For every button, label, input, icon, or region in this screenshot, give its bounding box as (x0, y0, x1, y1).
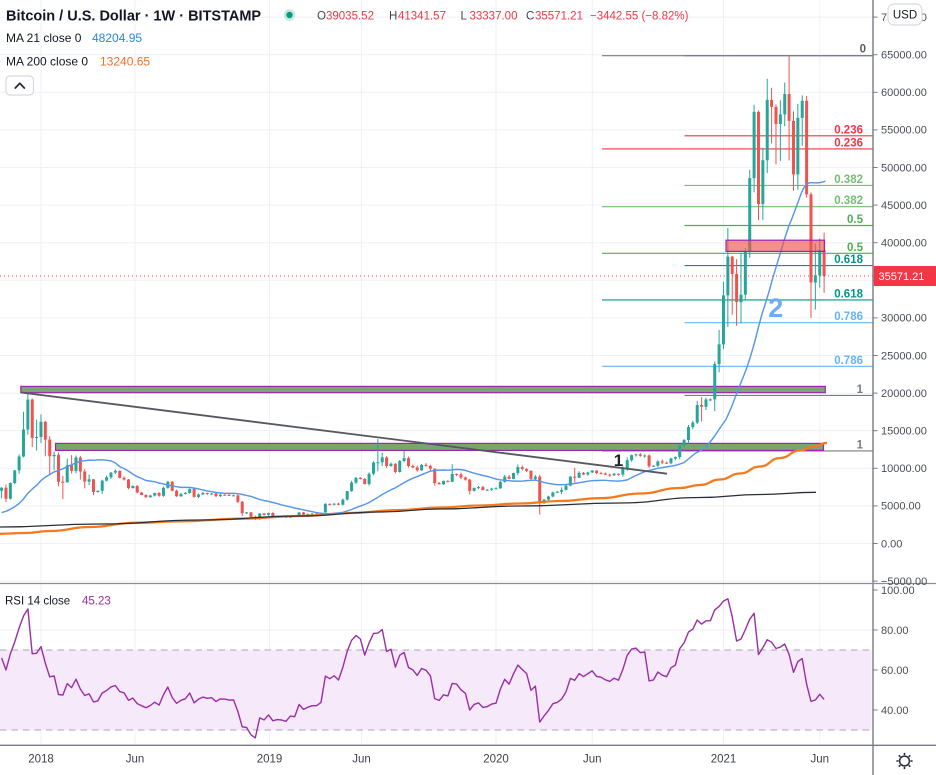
svg-text:60000.00: 60000.00 (881, 87, 927, 99)
svg-text:0.618: 0.618 (834, 288, 863, 300)
svg-text:2: 2 (768, 293, 783, 323)
svg-text:Jun: Jun (811, 754, 830, 766)
svg-text:Bitcoin / U.S. Dollar · 1W · B: Bitcoin / U.S. Dollar · 1W · BITSTAMP (6, 9, 261, 25)
svg-text:35571.21: 35571.21 (879, 271, 925, 283)
svg-text:USD: USD (893, 10, 917, 22)
svg-text:80.00: 80.00 (881, 625, 909, 637)
svg-text:2019: 2019 (257, 754, 283, 766)
svg-text:0.382: 0.382 (834, 195, 863, 207)
svg-text:Jun: Jun (126, 754, 145, 766)
svg-text:35571.21: 35571.21 (535, 11, 583, 23)
svg-text:60.00: 60.00 (881, 665, 909, 677)
svg-text:Jun: Jun (583, 754, 602, 766)
svg-text:5000.00: 5000.00 (881, 501, 921, 513)
svg-text:0: 0 (860, 44, 866, 56)
svg-text:0.786: 0.786 (834, 311, 863, 323)
svg-text:39035.52: 39035.52 (326, 11, 374, 23)
svg-text:RSI 14 close: RSI 14 close (5, 596, 70, 608)
svg-text:13240.65: 13240.65 (100, 55, 150, 69)
svg-text:0.236: 0.236 (834, 124, 863, 136)
svg-text:H: H (389, 11, 397, 23)
svg-text:30000.00: 30000.00 (881, 313, 927, 325)
svg-text:65000.00: 65000.00 (881, 50, 927, 62)
svg-text:C: C (526, 11, 534, 23)
svg-text:48204.95: 48204.95 (92, 31, 142, 45)
svg-text:O: O (317, 11, 326, 23)
svg-text:33337.00: 33337.00 (470, 11, 518, 23)
svg-text:0.236: 0.236 (834, 137, 863, 149)
svg-text:2020: 2020 (483, 754, 509, 766)
svg-text:45000.00: 45000.00 (881, 200, 927, 212)
svg-text:25000.00: 25000.00 (881, 350, 927, 362)
svg-text:41341.57: 41341.57 (398, 11, 446, 23)
svg-text:1: 1 (614, 451, 623, 470)
svg-text:0.618: 0.618 (834, 254, 863, 266)
svg-text:0.5: 0.5 (847, 214, 864, 226)
svg-text:10000.00: 10000.00 (881, 463, 927, 475)
svg-text:15000.00: 15000.00 (881, 426, 927, 438)
svg-text:0.382: 0.382 (834, 174, 863, 186)
svg-text:40000.00: 40000.00 (881, 238, 927, 250)
svg-text:0.786: 0.786 (834, 355, 863, 367)
svg-text:0.00: 0.00 (881, 538, 902, 550)
svg-text:−5000.00: −5000.00 (881, 576, 927, 588)
svg-text:1: 1 (857, 384, 864, 396)
svg-text:2021: 2021 (711, 754, 737, 766)
svg-text:Jun: Jun (352, 754, 371, 766)
svg-text:2018: 2018 (28, 754, 54, 766)
svg-text:50000.00: 50000.00 (881, 162, 927, 174)
svg-text:MA 200 close 0: MA 200 close 0 (6, 55, 88, 69)
svg-text:20000.00: 20000.00 (881, 388, 927, 400)
svg-text:40.00: 40.00 (881, 705, 909, 717)
svg-text:55000.00: 55000.00 (881, 125, 927, 137)
svg-text:100.00: 100.00 (881, 585, 915, 597)
svg-text:1: 1 (857, 439, 864, 451)
svg-text:0.5: 0.5 (847, 242, 864, 254)
svg-text:L: L (461, 11, 468, 23)
svg-text:MA 21 close 0: MA 21 close 0 (6, 31, 82, 45)
svg-text:45.23: 45.23 (82, 596, 111, 608)
svg-text:−3442.55 (−8.82%): −3442.55 (−8.82%) (590, 11, 689, 23)
